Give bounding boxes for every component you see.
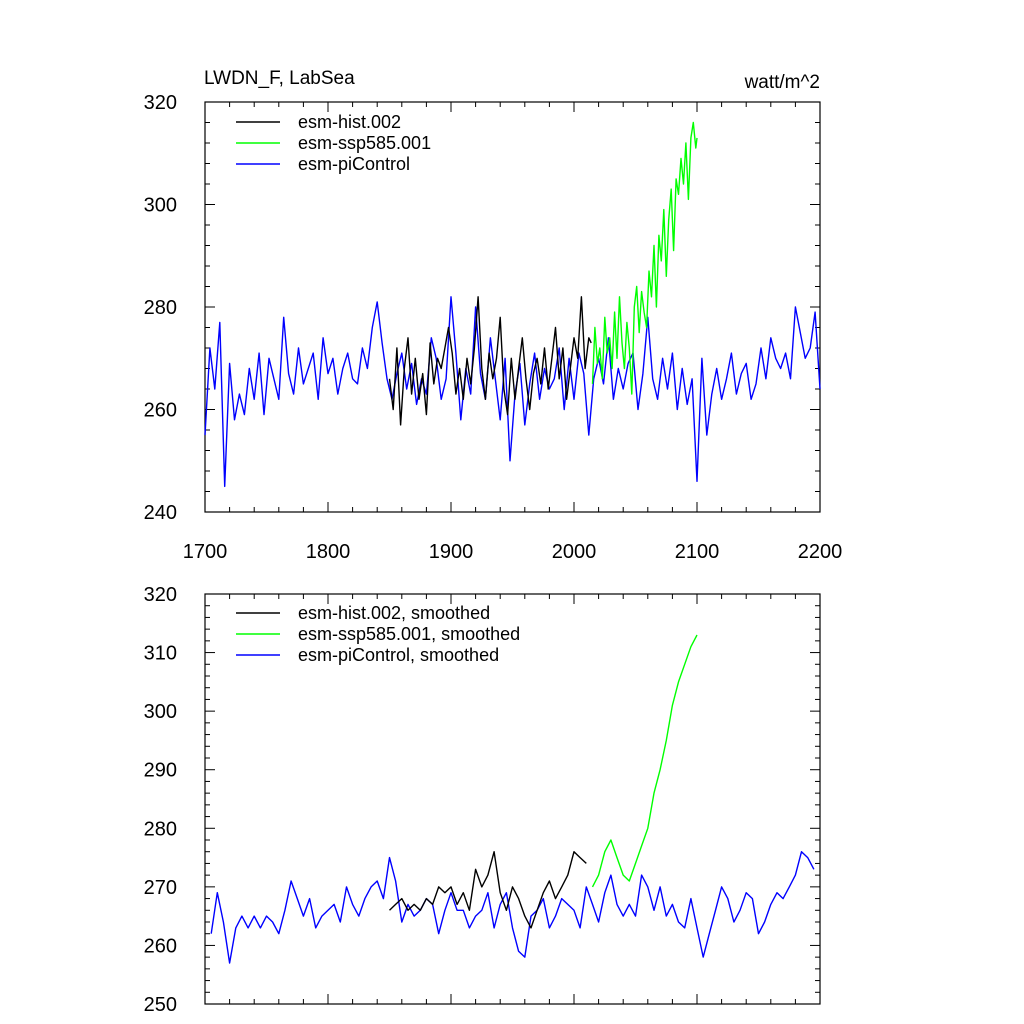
- y-tick-label: 310: [144, 643, 177, 665]
- legend-label-picontrol-smoothed: esm-piControl, smoothed: [298, 645, 499, 665]
- x-tick-label: 2200: [798, 541, 843, 563]
- x-tick-label: 1700: [183, 541, 228, 563]
- top-chart-panel: LWDN_F, LabSea watt/m^2 240260280300320 …: [144, 68, 843, 563]
- y-tick-label: 260: [144, 935, 177, 957]
- bottom-y-tick-labels: 250 260 270 280 290 300 310 320: [144, 584, 177, 1016]
- y-tick-label: 320: [144, 92, 177, 114]
- top-chart-title: LWDN_F, LabSea: [204, 68, 355, 89]
- bottom-axis-ticks: [204, 593, 821, 1005]
- y-tick-label: 280: [144, 297, 177, 319]
- y-tick-label: 300: [144, 195, 177, 217]
- series-line-esm-ssp585-001-smoothed: [591, 634, 698, 888]
- y-tick-label: 300: [144, 701, 177, 723]
- bottom-legend: esm-hist.002, smoothed esm-ssp585.001, s…: [236, 603, 520, 665]
- bottom-series-lines: [210, 634, 815, 964]
- top-chart-units: watt/m^2: [744, 72, 820, 93]
- legend-label-hist: esm-hist.002: [298, 112, 401, 132]
- legend-label-ssp585-smoothed: esm-ssp585.001, smoothed: [298, 624, 520, 644]
- top-y-tick-labels: 240 260 280 300 320: [144, 92, 177, 524]
- series-line-esm-picontrol: [204, 296, 821, 488]
- y-tick-label: 270: [144, 877, 177, 899]
- x-tick-label: 2000: [552, 541, 597, 563]
- series-line-esm-hist-002-smoothed: [389, 851, 587, 929]
- legend-label-picontrol: esm-piControl: [298, 154, 410, 174]
- y-tick-label: 290: [144, 760, 177, 782]
- y-tick-label: 260: [144, 400, 177, 422]
- y-tick-label: 240: [144, 502, 177, 524]
- legend-label-ssp585: esm-ssp585.001: [298, 133, 431, 153]
- y-tick-label: 250: [144, 994, 177, 1016]
- top-x-tick-labels: 1700 1800 1900 2000 2100 2200: [183, 541, 843, 563]
- y-tick-label: 280: [144, 818, 177, 840]
- top-axis-ticks: [204, 101, 821, 513]
- bottom-plot-frame: [204, 593, 821, 1005]
- x-tick-label: 1900: [429, 541, 474, 563]
- top-series-lines: [204, 121, 821, 488]
- series-line-esm-hist-002: [388, 296, 592, 426]
- legend-label-hist-smoothed: esm-hist.002, smoothed: [298, 603, 490, 623]
- series-line-esm-ssp585-001: [591, 121, 698, 395]
- bottom-chart-panel: 250 260 270 280 290 300 310 320 esm-hist.002, s…: [144, 584, 821, 1016]
- top-legend: esm-hist.002 esm-ssp585.001 esm-piContro…: [236, 112, 431, 174]
- x-tick-label: 2100: [675, 541, 720, 563]
- x-tick-label: 1800: [306, 541, 351, 563]
- series-line-esm-picontrol-smoothed: [210, 851, 815, 964]
- y-tick-label: 320: [144, 584, 177, 606]
